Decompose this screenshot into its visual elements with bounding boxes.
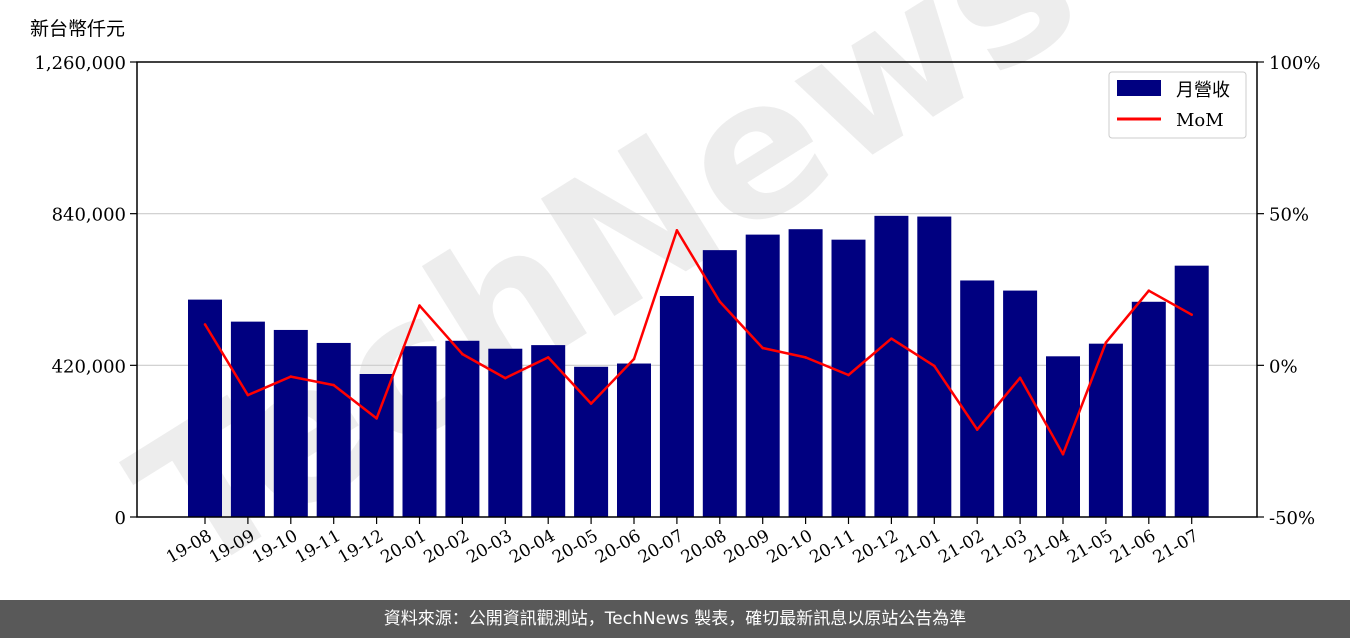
mom-point-21-03 xyxy=(1018,376,1022,380)
bar-21-05 xyxy=(1088,343,1123,517)
bar-19-08 xyxy=(188,299,222,517)
right-y-tick-label: 0% xyxy=(1269,356,1298,377)
mom-line-series xyxy=(203,229,1193,456)
right-y-axis: -50% 0% 50% 100% xyxy=(1257,53,1320,529)
bar-20-08 xyxy=(702,250,737,517)
y-axis-unit-label: 新台幣仟元 xyxy=(30,18,126,40)
mom-point-21-06 xyxy=(1147,289,1151,293)
x-tick-label: 21-07 xyxy=(1150,526,1202,568)
source-footer: 資料來源：公開資訊觀測站，TechNews 製表，確切最新訊息以原站公告為準 xyxy=(0,600,1350,638)
bar-20-04 xyxy=(531,345,566,517)
x-tick-label: 20-05 xyxy=(549,526,601,568)
x-tick-label: 20-08 xyxy=(678,526,730,568)
x-tick-label: 20-11 xyxy=(807,526,859,568)
x-tick-label: 21-03 xyxy=(978,526,1030,568)
mom-point-20-11 xyxy=(847,373,850,377)
mom-point-20-07 xyxy=(675,229,679,232)
mom-point-21-02 xyxy=(975,428,979,431)
plot-frame xyxy=(136,61,1258,518)
x-tick-label: 20-07 xyxy=(635,526,687,568)
bar-20-01 xyxy=(402,346,437,517)
bar-19-12 xyxy=(359,374,394,517)
x-tick-label: 20-03 xyxy=(463,526,515,568)
x-tick-label: 21-01 xyxy=(892,526,944,568)
legend: 月營收 MoM xyxy=(1108,71,1247,139)
left-y-axis: 0 420,000 840,000 1,260,000 xyxy=(34,53,137,529)
x-tick-label: 20-06 xyxy=(592,526,644,568)
x-tick-label: 21-02 xyxy=(935,526,987,568)
mom-point-20-05 xyxy=(589,402,593,405)
x-tick-label: 20-01 xyxy=(378,526,430,568)
left-y-tick-label: 0 xyxy=(115,508,126,529)
bar-20-12 xyxy=(874,215,909,518)
mom-point-20-12 xyxy=(890,337,893,340)
bar-21-03 xyxy=(1003,290,1038,517)
mom-point-19-12 xyxy=(375,417,378,420)
bar-20-06 xyxy=(617,363,651,517)
mom-point-19-10 xyxy=(289,375,293,378)
bar-20-07 xyxy=(659,296,694,517)
bar-20-11 xyxy=(831,239,866,517)
x-tick-label: 21-06 xyxy=(1107,526,1159,568)
mom-point-21-01 xyxy=(933,364,936,368)
x-tick-label: 21-04 xyxy=(1021,526,1073,568)
bar-21-04 xyxy=(1046,356,1080,517)
mom-point-20-08 xyxy=(718,300,722,303)
bar-20-10 xyxy=(788,229,823,517)
bar-19-09 xyxy=(230,321,265,517)
mom-point-20-09 xyxy=(761,346,764,350)
bar-21-06 xyxy=(1131,301,1166,517)
bar-series xyxy=(188,215,1209,518)
left-y-tick-label: 1,260,000 xyxy=(34,53,126,74)
legend-bar-label: 月營收 xyxy=(1176,80,1230,101)
legend-line-label: MoM xyxy=(1176,110,1224,131)
mom-point-19-08 xyxy=(203,323,207,326)
x-tick-label: 20-09 xyxy=(721,526,773,568)
left-y-tick-label: 420,000 xyxy=(52,356,126,377)
mom-point-20-06 xyxy=(632,357,636,361)
x-tick-label: 20-10 xyxy=(764,526,816,568)
mom-point-20-04 xyxy=(546,356,550,359)
bar-19-10 xyxy=(273,329,308,517)
right-y-tick-label: -50% xyxy=(1269,508,1315,529)
mom-line xyxy=(203,229,1193,456)
mom-point-21-04 xyxy=(1061,452,1065,456)
right-y-tick-label: 100% xyxy=(1269,53,1320,74)
bar-21-02 xyxy=(960,280,995,517)
mom-point-20-01 xyxy=(418,304,421,307)
mom-point-20-02 xyxy=(461,352,464,356)
left-y-tick-label: 840,000 xyxy=(52,205,126,226)
legend-bar-swatch xyxy=(1117,80,1161,96)
x-tick-label: 20-04 xyxy=(506,526,558,568)
bar-21-07 xyxy=(1174,265,1209,517)
mom-point-21-07 xyxy=(1190,313,1193,316)
mom-point-19-09 xyxy=(246,393,250,397)
bar-20-02 xyxy=(445,340,480,517)
bar-19-11 xyxy=(316,342,351,517)
right-y-tick-label: 50% xyxy=(1269,205,1309,226)
bar-20-03 xyxy=(488,348,523,517)
mom-point-20-03 xyxy=(504,376,507,380)
x-tick-label: 20-02 xyxy=(420,526,472,568)
x-tick-label: 20-12 xyxy=(849,526,901,568)
x-tick-label: 21-05 xyxy=(1064,526,1116,568)
mom-point-19-11 xyxy=(332,383,336,387)
bar-20-09 xyxy=(745,234,780,517)
mom-point-21-05 xyxy=(1104,341,1108,344)
mom-point-20-10 xyxy=(804,356,807,359)
